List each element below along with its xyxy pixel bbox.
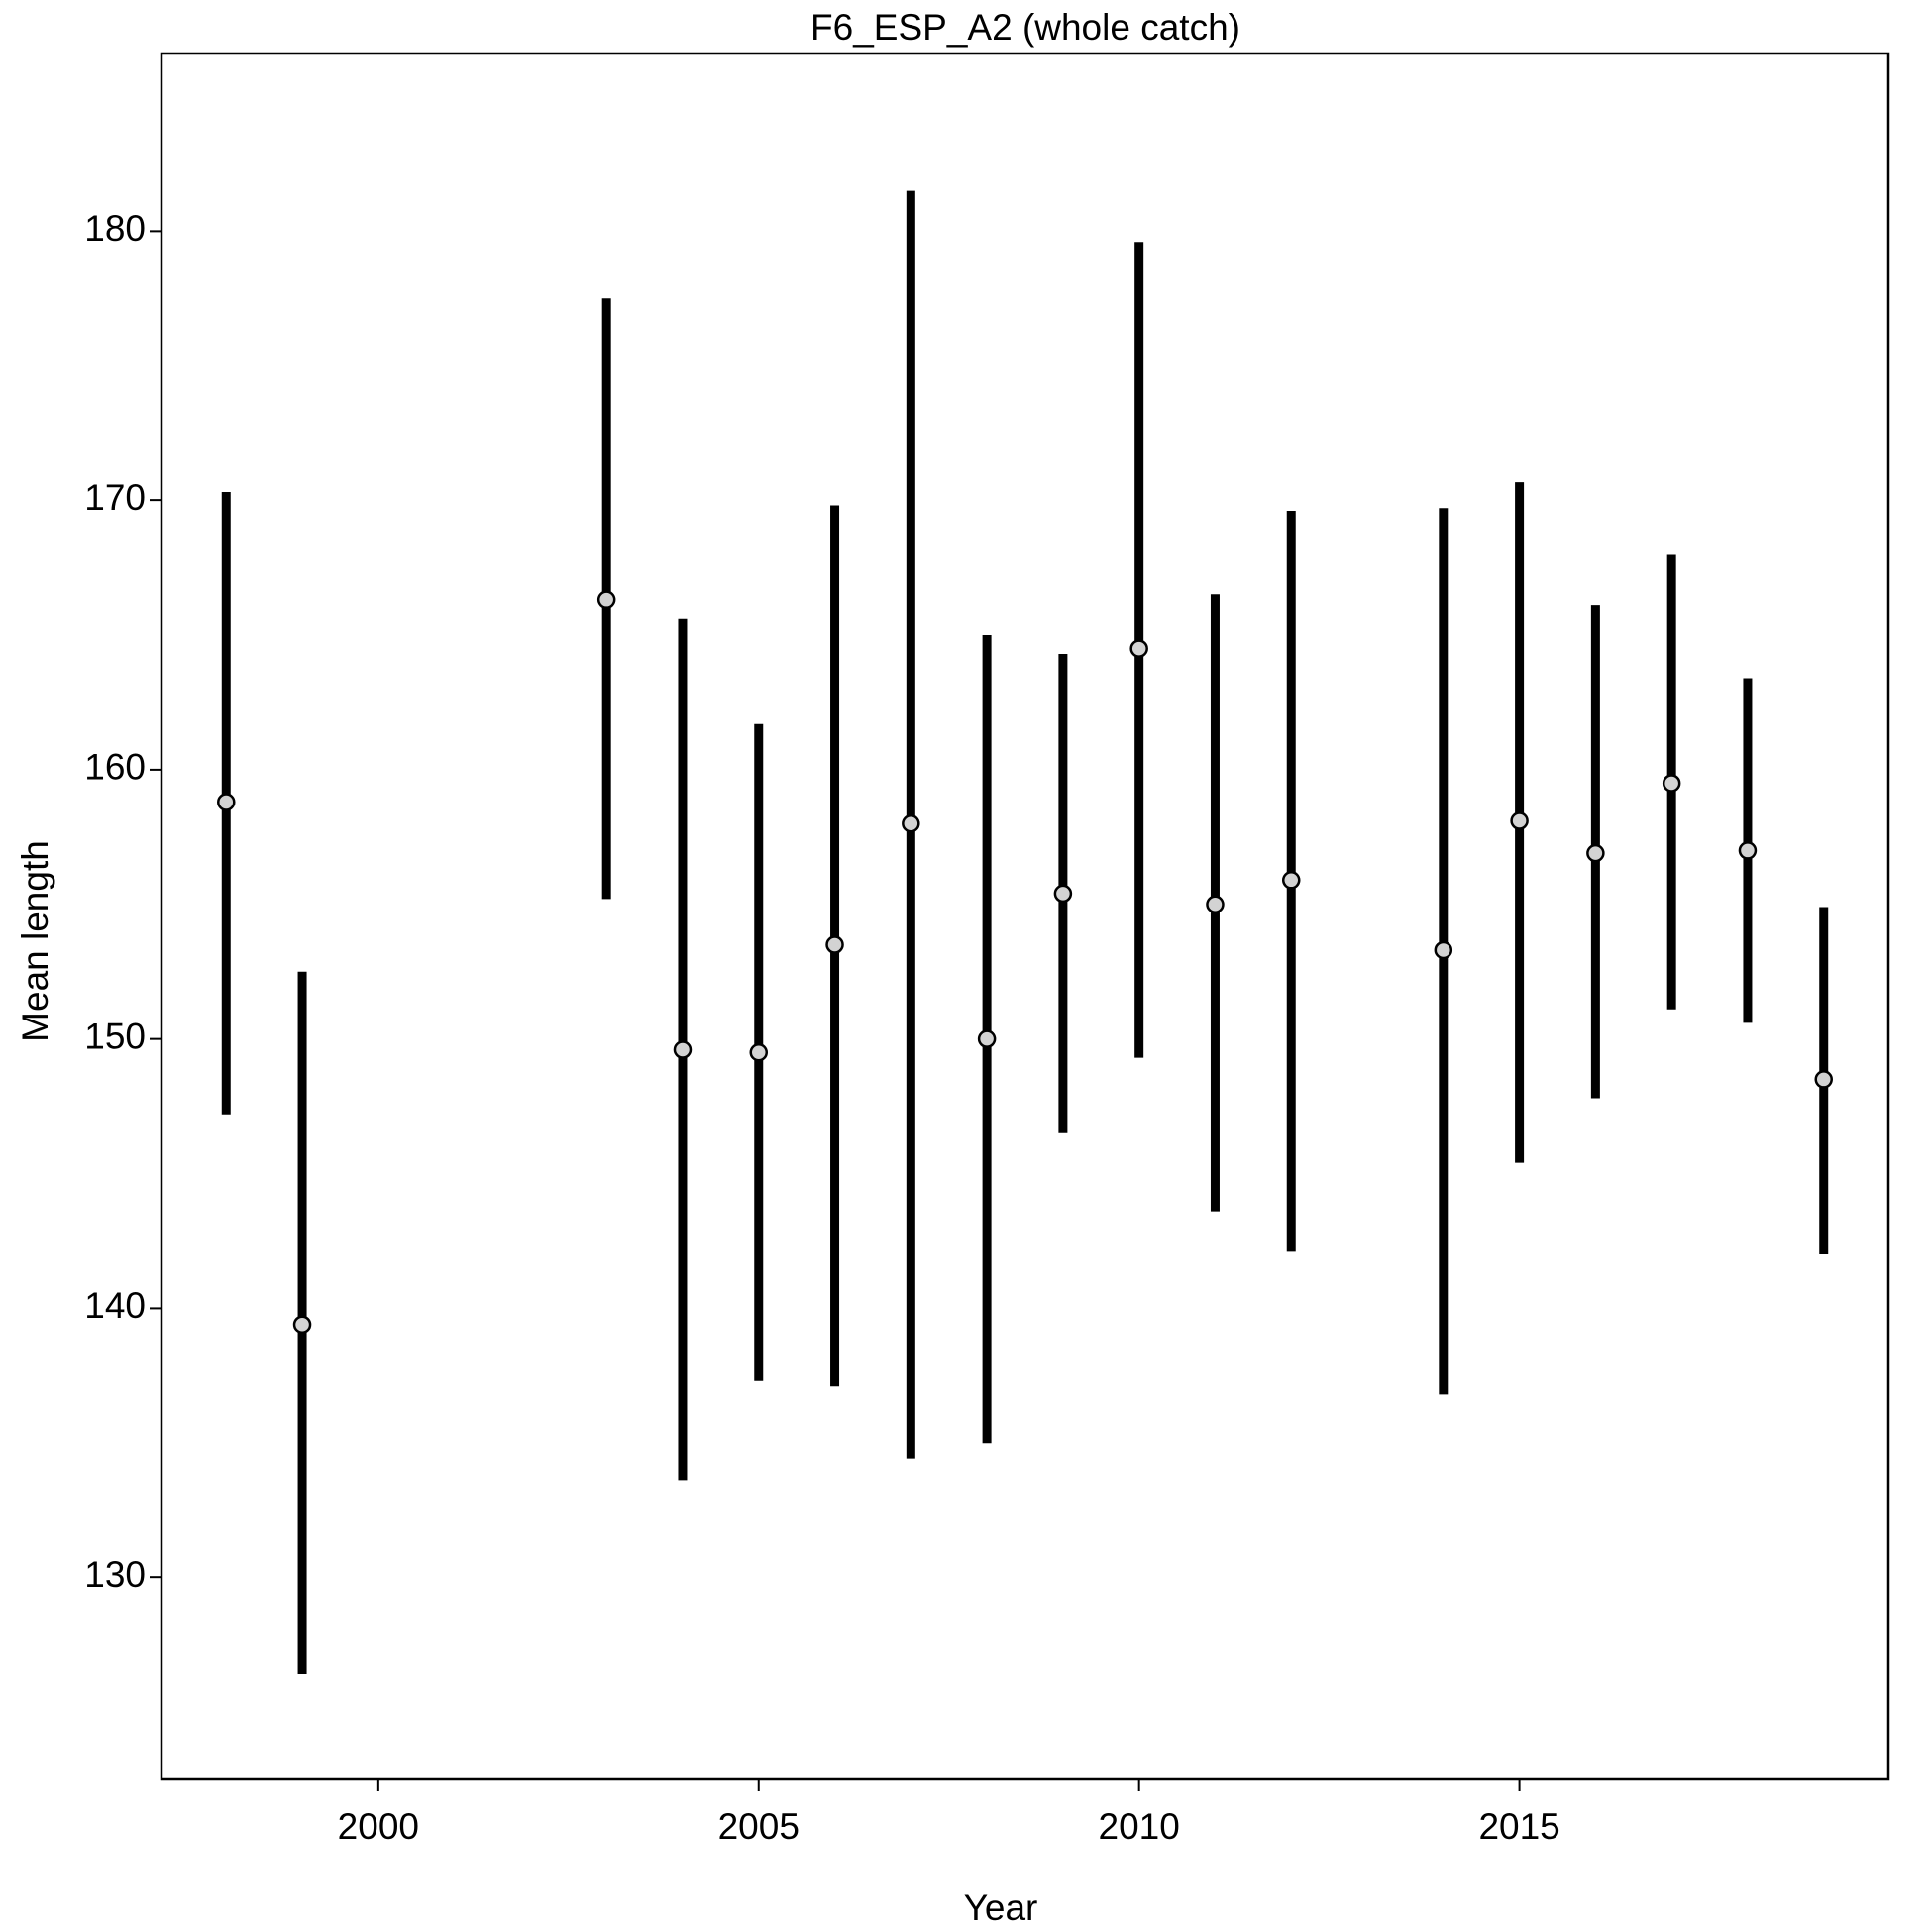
mean-point <box>1129 639 1148 658</box>
mean-point <box>902 813 920 833</box>
x-tick-label: 2000 <box>338 1806 419 1847</box>
mean-point <box>596 590 616 609</box>
mean-point <box>1738 841 1758 860</box>
mean-point <box>1053 884 1073 904</box>
chart-title: F6_ESP_A2 (whole catch) <box>810 7 1240 48</box>
x-axis-label: Year <box>964 1887 1038 1928</box>
y-tick-label: 150 <box>84 1016 146 1056</box>
y-tick-label: 130 <box>84 1555 146 1595</box>
plot-frame <box>160 52 1890 1781</box>
mean-point <box>749 1042 769 1062</box>
y-tick-label: 180 <box>84 208 146 249</box>
y-axis-label: Mean length <box>15 840 55 1042</box>
mean-point <box>292 1315 312 1334</box>
mean-point <box>1662 774 1681 793</box>
x-tick-label: 2005 <box>718 1806 800 1847</box>
mean-point <box>1281 871 1301 890</box>
mean-point <box>673 1040 693 1059</box>
mean-point <box>1434 940 1453 960</box>
y-tick-label: 140 <box>84 1285 146 1326</box>
x-tick-label: 2015 <box>1478 1806 1559 1847</box>
y-tick-label: 170 <box>84 478 146 518</box>
mean-point <box>825 935 844 954</box>
mean-point <box>1510 811 1529 830</box>
mean-point <box>1586 843 1605 863</box>
mean-point <box>1814 1070 1833 1089</box>
mean-point <box>977 1029 997 1048</box>
mean-point <box>217 793 236 811</box>
mean-point <box>1206 895 1225 914</box>
y-tick-label: 160 <box>84 747 146 788</box>
x-tick-label: 2010 <box>1099 1806 1180 1847</box>
